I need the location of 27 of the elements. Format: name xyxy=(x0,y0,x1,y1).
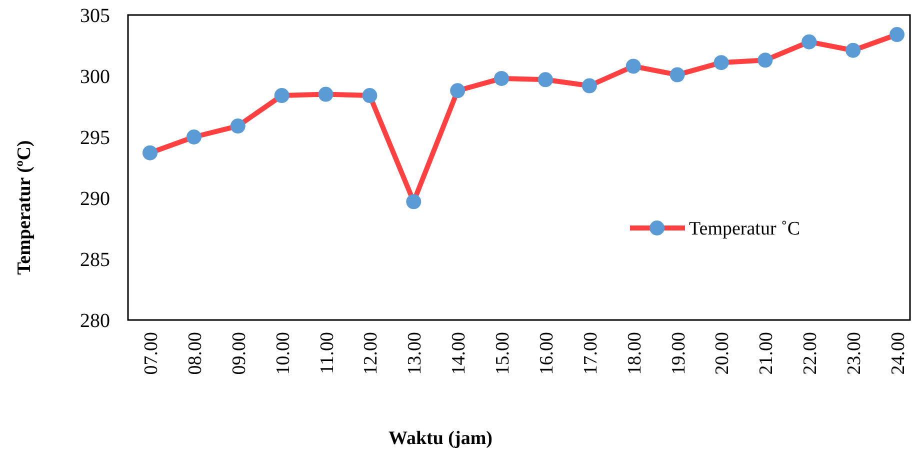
x-tick-label: 07.00 xyxy=(141,332,162,375)
x-tick-label: 08.00 xyxy=(184,332,206,375)
x-tick-label: 10.00 xyxy=(272,332,294,375)
x-tick-label: 09.00 xyxy=(228,332,250,375)
x-axis-title: Waktu (jam) xyxy=(388,428,492,449)
y-tick-label: 300 xyxy=(80,66,110,88)
x-tick-label: 15.00 xyxy=(492,332,514,375)
x-tick-label: 17.00 xyxy=(580,332,602,375)
y-tick-label: 295 xyxy=(80,127,110,149)
x-tick-label: 14.00 xyxy=(448,332,470,375)
legend-label: Temperatur ˚C xyxy=(689,218,800,240)
y-tick-label: 290 xyxy=(80,188,110,210)
x-tick-label: 20.00 xyxy=(712,332,734,375)
x-tick-label: 19.00 xyxy=(668,332,690,375)
y-axis-title: Temperatur (ºC) xyxy=(14,140,35,275)
y-tick-label: 305 xyxy=(80,5,110,27)
x-tick-label: 16.00 xyxy=(536,332,558,375)
x-tick-label: 24.00 xyxy=(888,332,909,375)
x-tick-label: 21.00 xyxy=(756,332,778,375)
x-tick-label: 23.00 xyxy=(844,332,866,375)
x-tick-label: 22.00 xyxy=(800,332,822,375)
x-tick-label: 18.00 xyxy=(624,332,646,375)
x-tick-label: 13.00 xyxy=(404,332,426,375)
y-tick-label: 280 xyxy=(80,310,110,332)
x-tick-label: 11.00 xyxy=(316,332,338,374)
y-tick-label: 285 xyxy=(80,249,110,271)
x-tick-label: 12.00 xyxy=(360,332,382,375)
